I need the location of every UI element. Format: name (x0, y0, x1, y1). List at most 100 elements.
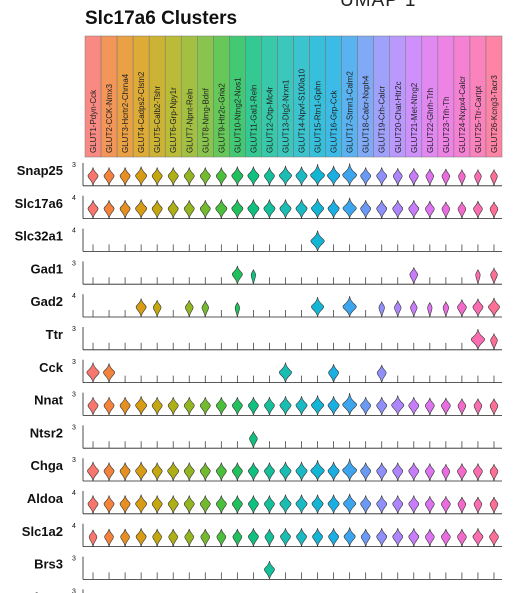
violin-mark (279, 461, 292, 482)
violin-mark (263, 199, 276, 219)
violin-mark (457, 201, 467, 219)
cluster-label: GLUT3-Hcrtr2-Chrna4 (121, 73, 130, 153)
gene-label: Chga (31, 458, 64, 473)
violin-mark (279, 396, 292, 416)
cluster-label: GLUT26-Kcng3-Tacr3 (490, 75, 499, 153)
violin-mark (490, 332, 498, 350)
violin-mark (328, 528, 339, 547)
y-max-tick: 3 (72, 392, 76, 399)
violin-mark (103, 200, 115, 219)
violin-mark (250, 269, 256, 285)
violin-mark (185, 300, 194, 318)
violin-mark (342, 392, 357, 416)
violin-mark (295, 396, 308, 416)
violin-mark (473, 463, 483, 482)
violin-mark (87, 495, 99, 514)
violin-mark (103, 167, 115, 186)
violin-mark (327, 494, 340, 514)
cluster-label: GLUT18-Calcr-Nxph4 (362, 75, 371, 153)
gene-label: Slc32a1 (15, 229, 63, 244)
violin-mark (135, 494, 148, 514)
violin-mark (441, 397, 451, 416)
violin-mark (458, 168, 466, 186)
violin-mark (119, 495, 131, 514)
violin-mark (310, 164, 325, 186)
violin-mark (312, 528, 323, 547)
violin-mark (473, 200, 483, 219)
violin-mark (457, 528, 467, 547)
violin-mark (264, 396, 275, 416)
violin-mark (151, 167, 163, 186)
violin-mark (342, 163, 357, 186)
cluster-label: GLUT9-Htr2c-Gria2 (217, 83, 226, 153)
violin-mark (103, 495, 115, 514)
violin-mark (490, 267, 498, 285)
violin-mark (295, 461, 308, 482)
violin-mark (342, 458, 357, 482)
violin-mark (234, 301, 240, 318)
cluster-label: GLUT22-Ghrh-Trh (426, 88, 435, 153)
violin-mark (488, 297, 500, 318)
violin-mark (184, 528, 195, 547)
violin-mark (376, 396, 388, 416)
violin-mark (327, 165, 341, 186)
violin-mark (427, 301, 433, 318)
cluster-label: GLUT10-Ntng2-Nos1 (233, 77, 242, 153)
violin-mark (199, 167, 211, 186)
violin-mark (135, 528, 147, 547)
cluster-label: GLUT11-Gal1-Reln (249, 85, 258, 153)
violin-mark (376, 364, 387, 383)
violin-mark (360, 200, 372, 219)
violin-mark (151, 200, 163, 219)
violin-mark (360, 528, 371, 547)
gene-label: Gad2 (30, 294, 63, 309)
violin-mark (410, 299, 418, 318)
violin-mark (408, 462, 420, 482)
violin-mark (327, 461, 340, 482)
violin-mark (119, 167, 131, 186)
cluster-label: GLUT19-Crh-Calcr (378, 86, 387, 153)
violin-mark (328, 364, 339, 383)
violin-mark (183, 396, 195, 416)
violin-mark (425, 528, 435, 547)
y-max-tick: 3 (72, 260, 76, 267)
violin-mark (199, 396, 211, 416)
violin-mark (360, 462, 372, 482)
violin-mark (247, 166, 260, 186)
violin-mark (151, 396, 163, 416)
violin-mark (472, 298, 484, 318)
cluster-label: GLUT17-Stmn1-Calm2 (346, 71, 355, 153)
y-max-tick: 3 (72, 424, 76, 431)
violin-mark (135, 396, 148, 416)
violin-mark (201, 299, 209, 318)
violin-mark (391, 395, 405, 416)
violin-mark (167, 461, 180, 482)
violin-mark (441, 201, 451, 219)
cluster-label: GLUT16-Grp-Cck (330, 89, 339, 153)
violin-mark (183, 462, 195, 482)
violin-mark (457, 299, 467, 318)
violin-mark (135, 298, 147, 318)
violin-mark (167, 167, 179, 186)
violin-mark (167, 495, 179, 514)
violin-mark (473, 398, 483, 416)
violin-mark (216, 528, 227, 547)
violin-mark (310, 230, 325, 252)
cluster-label: GLUT20-Chat-Htr2c (394, 81, 403, 153)
violin-mark (378, 300, 385, 318)
y-max-tick: 3 (72, 457, 76, 464)
violin-mark (408, 396, 420, 416)
violin-mark (489, 528, 499, 547)
cluster-label: GLUT7-Npnt-Reln (185, 89, 194, 153)
violin-mark (490, 168, 498, 186)
violin-mark (311, 296, 325, 318)
violin-mark (215, 167, 227, 186)
violin-mark (86, 362, 100, 383)
violin-mark (232, 265, 243, 285)
violin-mark (425, 168, 435, 186)
cluster-label: GLUT2-CCK-Nmx3 (105, 84, 114, 153)
violin-mark (376, 200, 388, 219)
violin-mark (120, 528, 130, 547)
violin-mark (200, 528, 211, 547)
violin-mark (87, 461, 99, 482)
